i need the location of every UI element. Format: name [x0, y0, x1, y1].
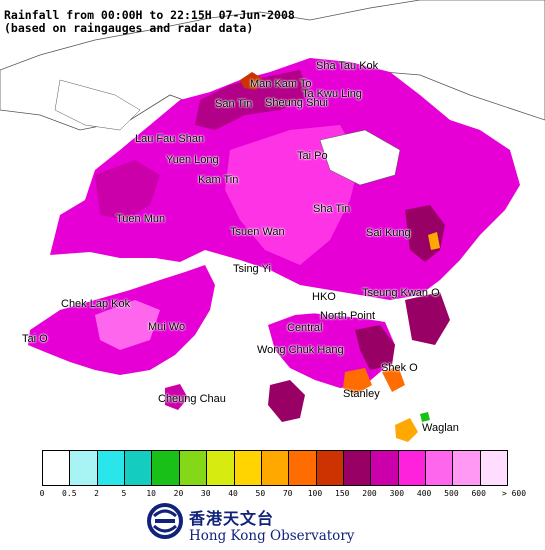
place-label-man-kam-to: Man Kam To	[250, 78, 312, 90]
map-canvas	[0, 0, 545, 442]
waglan-island	[395, 418, 418, 442]
legend-swatch	[152, 451, 180, 485]
place-label-tsuen-wan: Tsuen Wan	[230, 226, 285, 238]
place-label-lau-fau-shan: Lau Fau Shan	[135, 133, 205, 145]
legend-swatch	[426, 451, 454, 485]
place-label-wong-chuk-hang: Wong Chuk Hang	[257, 344, 344, 356]
place-label-waglan: Waglan	[422, 422, 459, 434]
place-label-cheung-chau: Cheung Chau	[158, 393, 226, 405]
legend-tick-label: 100	[307, 489, 323, 498]
legend-swatch	[343, 451, 372, 485]
place-label-shek-o: Shek O	[381, 362, 418, 374]
lamma-island	[268, 380, 305, 422]
legend-tick-label: 20	[173, 489, 184, 498]
cheung-chau-island	[165, 384, 188, 410]
logo-chinese-name: 香港天文台	[189, 509, 275, 528]
legend-swatch	[289, 451, 317, 485]
legend-tick-label: 5	[121, 489, 127, 498]
legend-tick-label: 200	[362, 489, 377, 498]
legend-tick-label: 30	[200, 489, 211, 498]
place-label-tai-po: Tai Po	[297, 150, 328, 162]
place-label-ta-kwu-ling: Ta Kwu Ling	[302, 88, 362, 100]
legend-swatch	[125, 451, 153, 485]
legend-swatch	[371, 451, 399, 485]
north-peak-patch	[195, 70, 310, 130]
legend-swatch	[43, 451, 71, 485]
legend-tick-label: 0.5	[62, 489, 77, 498]
legend-tick-label: 400	[416, 489, 432, 498]
legend-tick-label: 40	[228, 489, 238, 498]
tuen-mun-patch	[95, 160, 160, 220]
lantau-core	[95, 300, 160, 350]
place-label-kam-tin: Kam Tin	[198, 174, 239, 186]
legend-tick-label: 70	[282, 489, 293, 498]
legend-tick-label: 10	[146, 489, 156, 498]
deep-bay	[54, 79, 141, 131]
place-label-tseung-kwan-o: Tseung Kwan O	[362, 287, 440, 299]
sai-kung-orange	[428, 232, 440, 250]
legend-swatch	[480, 451, 508, 485]
legend-tick-label: 2	[94, 489, 99, 498]
place-label-tai-o: Tai O	[22, 333, 48, 345]
stanley-orange	[343, 368, 372, 395]
north-orange-patch	[240, 72, 262, 90]
map-subtitle: (based on raingauges and radar data)	[4, 21, 254, 35]
legend-tick-label: 300	[389, 489, 405, 498]
legend-tick-label: 600	[471, 489, 486, 498]
legend-tick-label: 0	[39, 489, 45, 498]
place-label-sha-tin: Sha Tin	[313, 203, 351, 215]
legend-tick-label: > 600	[501, 489, 527, 498]
place-label-sheung-shui: Sheung Shui	[265, 97, 328, 109]
legend-swatch	[207, 451, 235, 485]
place-label-tsing-yi: Tsing Yi	[233, 263, 271, 275]
hko-logo: 香港天文台 Hong Kong Observatory	[146, 500, 416, 548]
place-label-tuen-mun: Tuen Mun	[116, 213, 166, 225]
legend-tick-label: 50	[255, 489, 266, 498]
legend-swatch	[97, 451, 126, 485]
tolo-harbour	[319, 129, 401, 186]
legend-swatch	[234, 451, 262, 485]
victoria-harbour	[250, 285, 380, 318]
legend-swatch	[316, 451, 344, 485]
logo-english-name: Hong Kong Observatory	[189, 528, 355, 544]
place-label-san-tin: San Tin	[215, 98, 253, 110]
place-label-yuen-long: Yuen Long	[166, 154, 219, 166]
map-title: Rainfall from 00:00H to 22:15H 07-Jun-20…	[4, 8, 295, 22]
legend-swatch	[70, 451, 98, 485]
legend-swatch	[261, 451, 290, 485]
waglan-green	[420, 412, 430, 422]
legend-tick-label: 500	[444, 489, 459, 498]
place-label-hko: HKO	[312, 291, 336, 303]
place-label-sha-tau-kok: Sha Tau Kok	[316, 60, 379, 72]
place-label-mui-wo: Mui Wo	[148, 321, 186, 333]
legend-tick-label: 150	[335, 489, 350, 498]
legend-swatch	[453, 451, 481, 485]
legend-swatch	[179, 451, 208, 485]
place-label-sai-kung: Sai Kung	[366, 227, 411, 239]
legend-swatch	[398, 451, 427, 485]
place-label-chek-lap-kok: Chek Lap Kok	[61, 298, 131, 310]
hk-island-dark	[355, 325, 395, 370]
rainfall-legend: mm 00.5251020304050701001502003004005006…	[39, 450, 545, 503]
heavy-rain-core	[225, 125, 360, 265]
place-label-stanley: Stanley	[343, 388, 380, 400]
legend-ticks: 0 0.5 2 5 10 20 30 40 50 70 100 150 200 300 400 500 600 >…	[39, 489, 545, 503]
shek-o-orange	[382, 366, 405, 392]
legend-swatches	[42, 450, 508, 486]
place-label-central: Central	[287, 322, 323, 334]
hko-emblem-icon	[147, 503, 183, 539]
east-hk-dark	[405, 292, 450, 345]
place-label-north-point: North Point	[320, 310, 376, 322]
